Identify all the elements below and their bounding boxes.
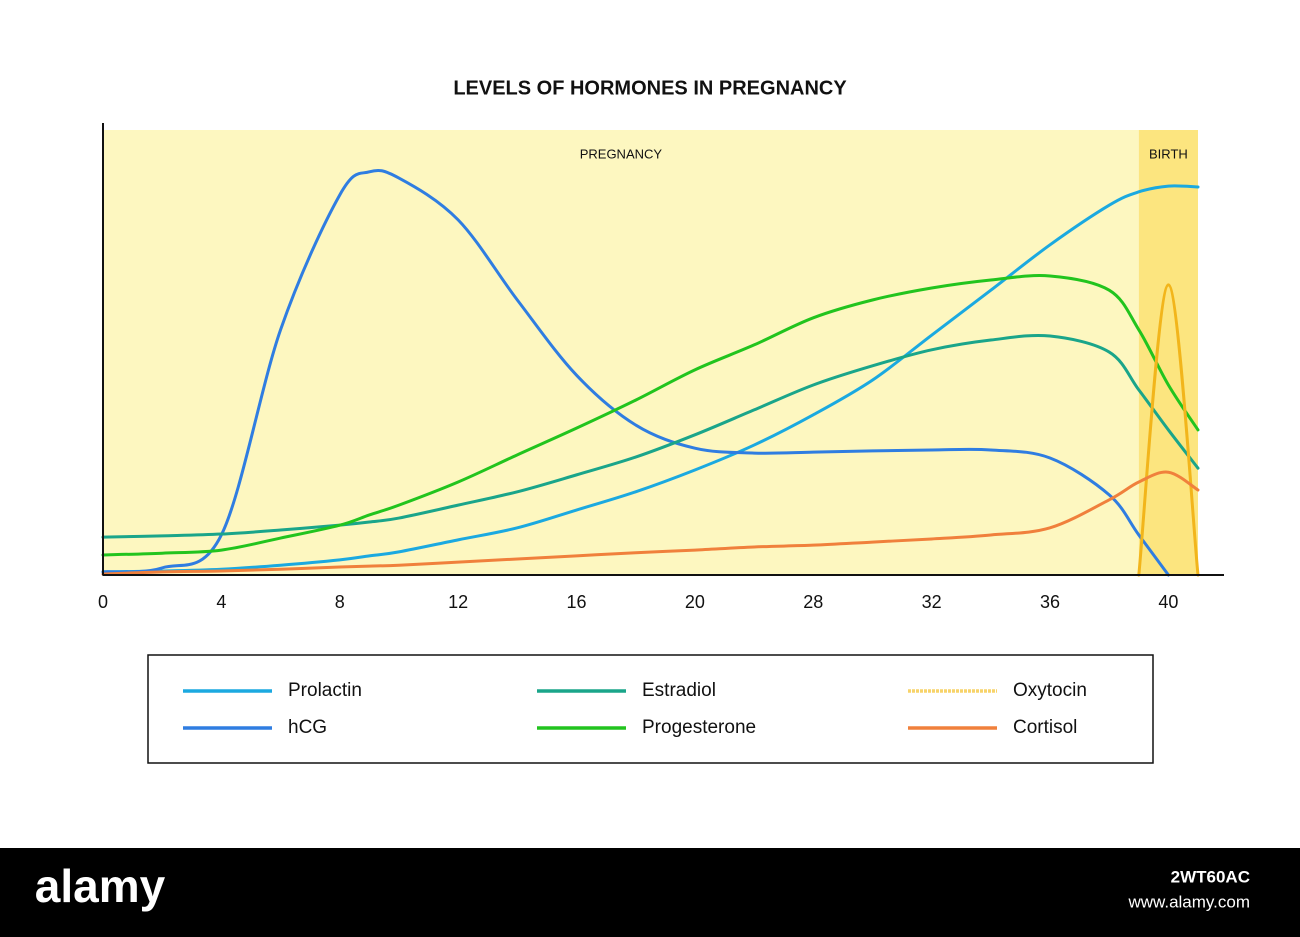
legend-label: Oxytocin <box>1013 680 1087 701</box>
legend-label: Prolactin <box>288 680 362 701</box>
x-tick-label: 36 <box>1040 592 1060 612</box>
region <box>1138 130 1198 575</box>
region-label: BIRTH <box>1149 146 1188 161</box>
watermark-site: www.alamy.com <box>1127 892 1250 911</box>
series-line <box>101 168 1170 577</box>
watermark-bar <box>0 848 1300 937</box>
legend-label: Estradiol <box>642 680 716 701</box>
watermark-id: 2WT60AC <box>1171 867 1250 886</box>
x-tick-label: 32 <box>922 592 942 612</box>
legend: Prolactin hCG Estradiol Progesterone Oxytoci… <box>183 680 1087 738</box>
legend-label: Progesterone <box>642 717 756 738</box>
x-tick-label: 40 <box>1158 592 1178 612</box>
series-line <box>101 333 1200 539</box>
x-tick-label: 8 <box>335 592 345 612</box>
lines <box>101 168 1200 577</box>
axes: 0 4 8 12 16 20 28 32 36 40 <box>98 123 1224 612</box>
legend-label: Cortisol <box>1013 717 1077 738</box>
x-tick-label: 0 <box>98 592 108 612</box>
series-line <box>101 184 1200 574</box>
legend-box <box>147 654 1154 764</box>
x-tick-label: 20 <box>685 592 705 612</box>
x-tick-label: 28 <box>803 592 823 612</box>
regions: PREGNANCY BIRTH <box>103 130 1198 575</box>
x-tick-label: 16 <box>566 592 586 612</box>
x-tick-label: 4 <box>216 592 226 612</box>
watermark-brand: alamy <box>35 860 166 912</box>
series-line <box>101 470 1200 576</box>
x-tick-label: 12 <box>448 592 468 612</box>
series-line <box>101 274 1200 557</box>
region-label: PREGNANCY <box>580 146 663 161</box>
chart-title: LEVELS OF HORMONES IN PREGNANCY <box>453 77 847 99</box>
legend-label: hCG <box>288 717 327 738</box>
region <box>103 130 1139 575</box>
